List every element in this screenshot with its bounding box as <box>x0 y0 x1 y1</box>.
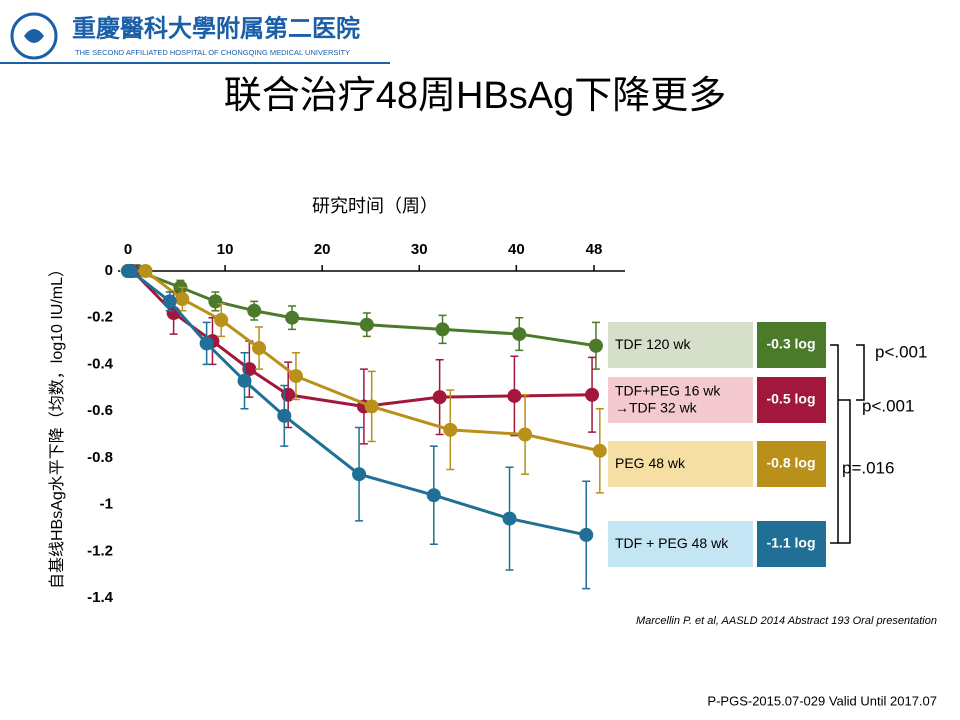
series <box>121 264 603 370</box>
p-value: p<.001 <box>862 396 914 415</box>
data-point <box>512 327 527 342</box>
data-point <box>247 303 262 318</box>
logo-emblem <box>10 12 58 60</box>
data-point <box>352 467 367 482</box>
x-tick-label: 30 <box>411 241 428 258</box>
legend-label-line: TDF 120 wk <box>615 336 691 352</box>
source-note: Marcellin P. et al, AASLD 2014 Abstract … <box>636 615 937 627</box>
data-point <box>237 373 252 388</box>
data-point <box>162 294 177 309</box>
effect-label: -0.5 log <box>766 391 815 407</box>
legend-box <box>608 521 753 567</box>
effect-box <box>757 377 826 423</box>
y-tick-label: -0.4 <box>87 355 114 372</box>
data-point <box>432 390 447 405</box>
data-point <box>288 369 303 384</box>
y-tick-label: -1.4 <box>87 589 114 606</box>
data-point <box>518 427 533 442</box>
bracket <box>830 344 839 544</box>
legend-label: TDF+PEG 16 wk →TDF 32 wk <box>615 382 721 415</box>
logo: 重慶醫科大學附属第二医院 THE SECOND AFFILIATED HOSPI… <box>10 12 360 60</box>
legend-label-line: PEG 48 wk <box>615 455 686 471</box>
bracket <box>838 399 851 544</box>
legend-label: TDF 120 wk <box>615 336 691 352</box>
bracket <box>856 344 865 401</box>
footer: P-PGS-2015.07-029 Valid Until 2017.07 <box>707 693 937 708</box>
data-point <box>364 399 379 414</box>
data-point <box>588 338 603 353</box>
y-tick-label: -0.2 <box>87 309 113 326</box>
data-point <box>208 294 223 309</box>
data-point <box>242 362 257 377</box>
y-tick-label: 0 <box>105 262 113 279</box>
legend-label-line: TDF+PEG 16 wk <box>615 382 721 398</box>
legend-label-line: TDF + PEG 48 wk <box>615 535 729 551</box>
data-point <box>252 341 267 356</box>
data-point <box>359 317 374 332</box>
legend-label: PEG 48 wk <box>615 455 686 471</box>
logo-subtext: THE SECOND AFFILIATED HOSPITAL OF CHONGQ… <box>75 48 350 57</box>
data-point <box>585 387 600 402</box>
effect-label: -0.3 log <box>766 336 815 352</box>
y-tick-label: -1.2 <box>87 542 113 559</box>
data-point <box>579 527 594 542</box>
data-point <box>138 264 153 278</box>
effect-box <box>757 322 826 368</box>
legend-box <box>608 322 753 368</box>
x-tick-label: 40 <box>508 241 525 258</box>
x-tick-label: 48 <box>586 241 603 258</box>
logo-emblem-mark <box>24 29 44 43</box>
p-value: p=.016 <box>842 458 894 477</box>
data-point <box>123 264 138 278</box>
data-point <box>199 336 214 351</box>
brackets <box>830 344 865 544</box>
x-tick-label: 0 <box>124 241 132 258</box>
data-point <box>435 322 450 337</box>
y-axis-title: 自基线HBsAg水平下降（均数，log10 IU/mL） <box>48 261 66 589</box>
data-point <box>175 292 190 307</box>
series-line <box>128 269 587 537</box>
data-point <box>507 388 522 403</box>
slide-title: 联合治疗48周HBsAg下降更多 <box>224 75 727 117</box>
series-line <box>128 269 593 408</box>
logo-text: 重慶醫科大學附属第二医院 <box>72 14 360 43</box>
series <box>121 264 594 590</box>
effect-label: -0.8 log <box>766 455 815 471</box>
y-tick-label: -0.8 <box>87 449 113 466</box>
legend-box <box>608 441 753 487</box>
p-value: p<.001 <box>875 342 927 361</box>
series-line <box>128 269 597 348</box>
legend-box <box>608 377 753 423</box>
y-tick-label: -0.6 <box>87 402 113 419</box>
series-line <box>128 269 601 453</box>
x-axis-title: 研究时间（周） <box>312 196 438 216</box>
effect-box <box>757 521 826 567</box>
data-point <box>443 422 458 437</box>
x-tick-label: 20 <box>314 241 331 258</box>
x-tick-label: 10 <box>217 241 234 258</box>
legend-label-line: →TDF 32 wk <box>615 399 698 415</box>
data-point <box>592 443 607 458</box>
data-point <box>285 310 300 325</box>
series <box>121 264 607 494</box>
legend-label: TDF + PEG 48 wk <box>615 535 729 551</box>
y-tick-label: -1 <box>100 496 113 513</box>
data-point <box>502 511 517 526</box>
data-point <box>426 488 441 503</box>
effect-label: -1.1 log <box>766 535 815 551</box>
data-point <box>277 408 292 423</box>
effect-box <box>757 441 826 487</box>
data-point <box>214 313 229 328</box>
